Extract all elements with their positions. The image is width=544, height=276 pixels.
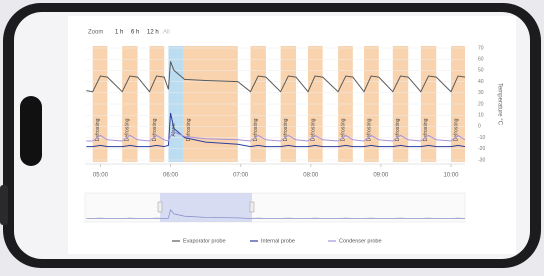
zoom-label: Zoom (88, 30, 103, 36)
y-tick-label: 40 (478, 79, 484, 85)
y-tick-label: 0 (478, 124, 481, 130)
y-tick-label: 70 (478, 45, 484, 51)
zoom-button[interactable]: All (163, 30, 170, 36)
zoom-button[interactable]: 6 h (131, 30, 139, 36)
band-label: Defrosting (340, 118, 346, 141)
band-label: Defrosting (124, 118, 130, 141)
y-tick-label: -10 (478, 135, 485, 141)
y-tick-label: 20 (478, 101, 484, 107)
navigator-handle[interactable] (250, 202, 254, 212)
band-label: Defrosting (95, 118, 101, 141)
band-label: Defrosting (253, 118, 259, 141)
zoom-button[interactable]: 1 h (115, 30, 123, 36)
x-tick-label: 07:00 (233, 173, 249, 179)
navigator-bg (85, 193, 465, 222)
y-tick-label: 60 (478, 57, 484, 63)
legend-label: Condenser probe (339, 238, 382, 244)
x-tick-label: 05:00 (93, 173, 109, 179)
navigator-handle[interactable] (158, 202, 162, 212)
y-tick-label: 50 (478, 68, 484, 74)
phone-screenshot: Zoom 1 h 6 h 12 h All Defrosting Defrosting Def… (0, 0, 544, 271)
legend-label: Evaporator probe (183, 238, 226, 244)
y-tick-label: 10 (478, 113, 484, 119)
legend-label: Internal probe (261, 238, 295, 244)
camera-notch (20, 96, 42, 166)
x-tick-label: 09:00 (373, 173, 389, 179)
y-tick-label: -30 (478, 157, 485, 163)
band-label: Defrosting (423, 118, 429, 141)
y-axis-title: Temperature °C (496, 83, 502, 126)
x-tick-label: 06:00 (163, 173, 179, 179)
band-label: Defrosting (283, 118, 289, 141)
x-tick-label: 08:00 (303, 173, 319, 179)
y-tick-label: -20 (478, 146, 485, 152)
y-tick-label: 30 (478, 90, 484, 96)
band-label: Defrosting (395, 118, 401, 141)
side-button (0, 185, 8, 225)
zoom-button[interactable]: 12 h (147, 30, 159, 36)
x-tick-label: 10:00 (443, 173, 459, 179)
